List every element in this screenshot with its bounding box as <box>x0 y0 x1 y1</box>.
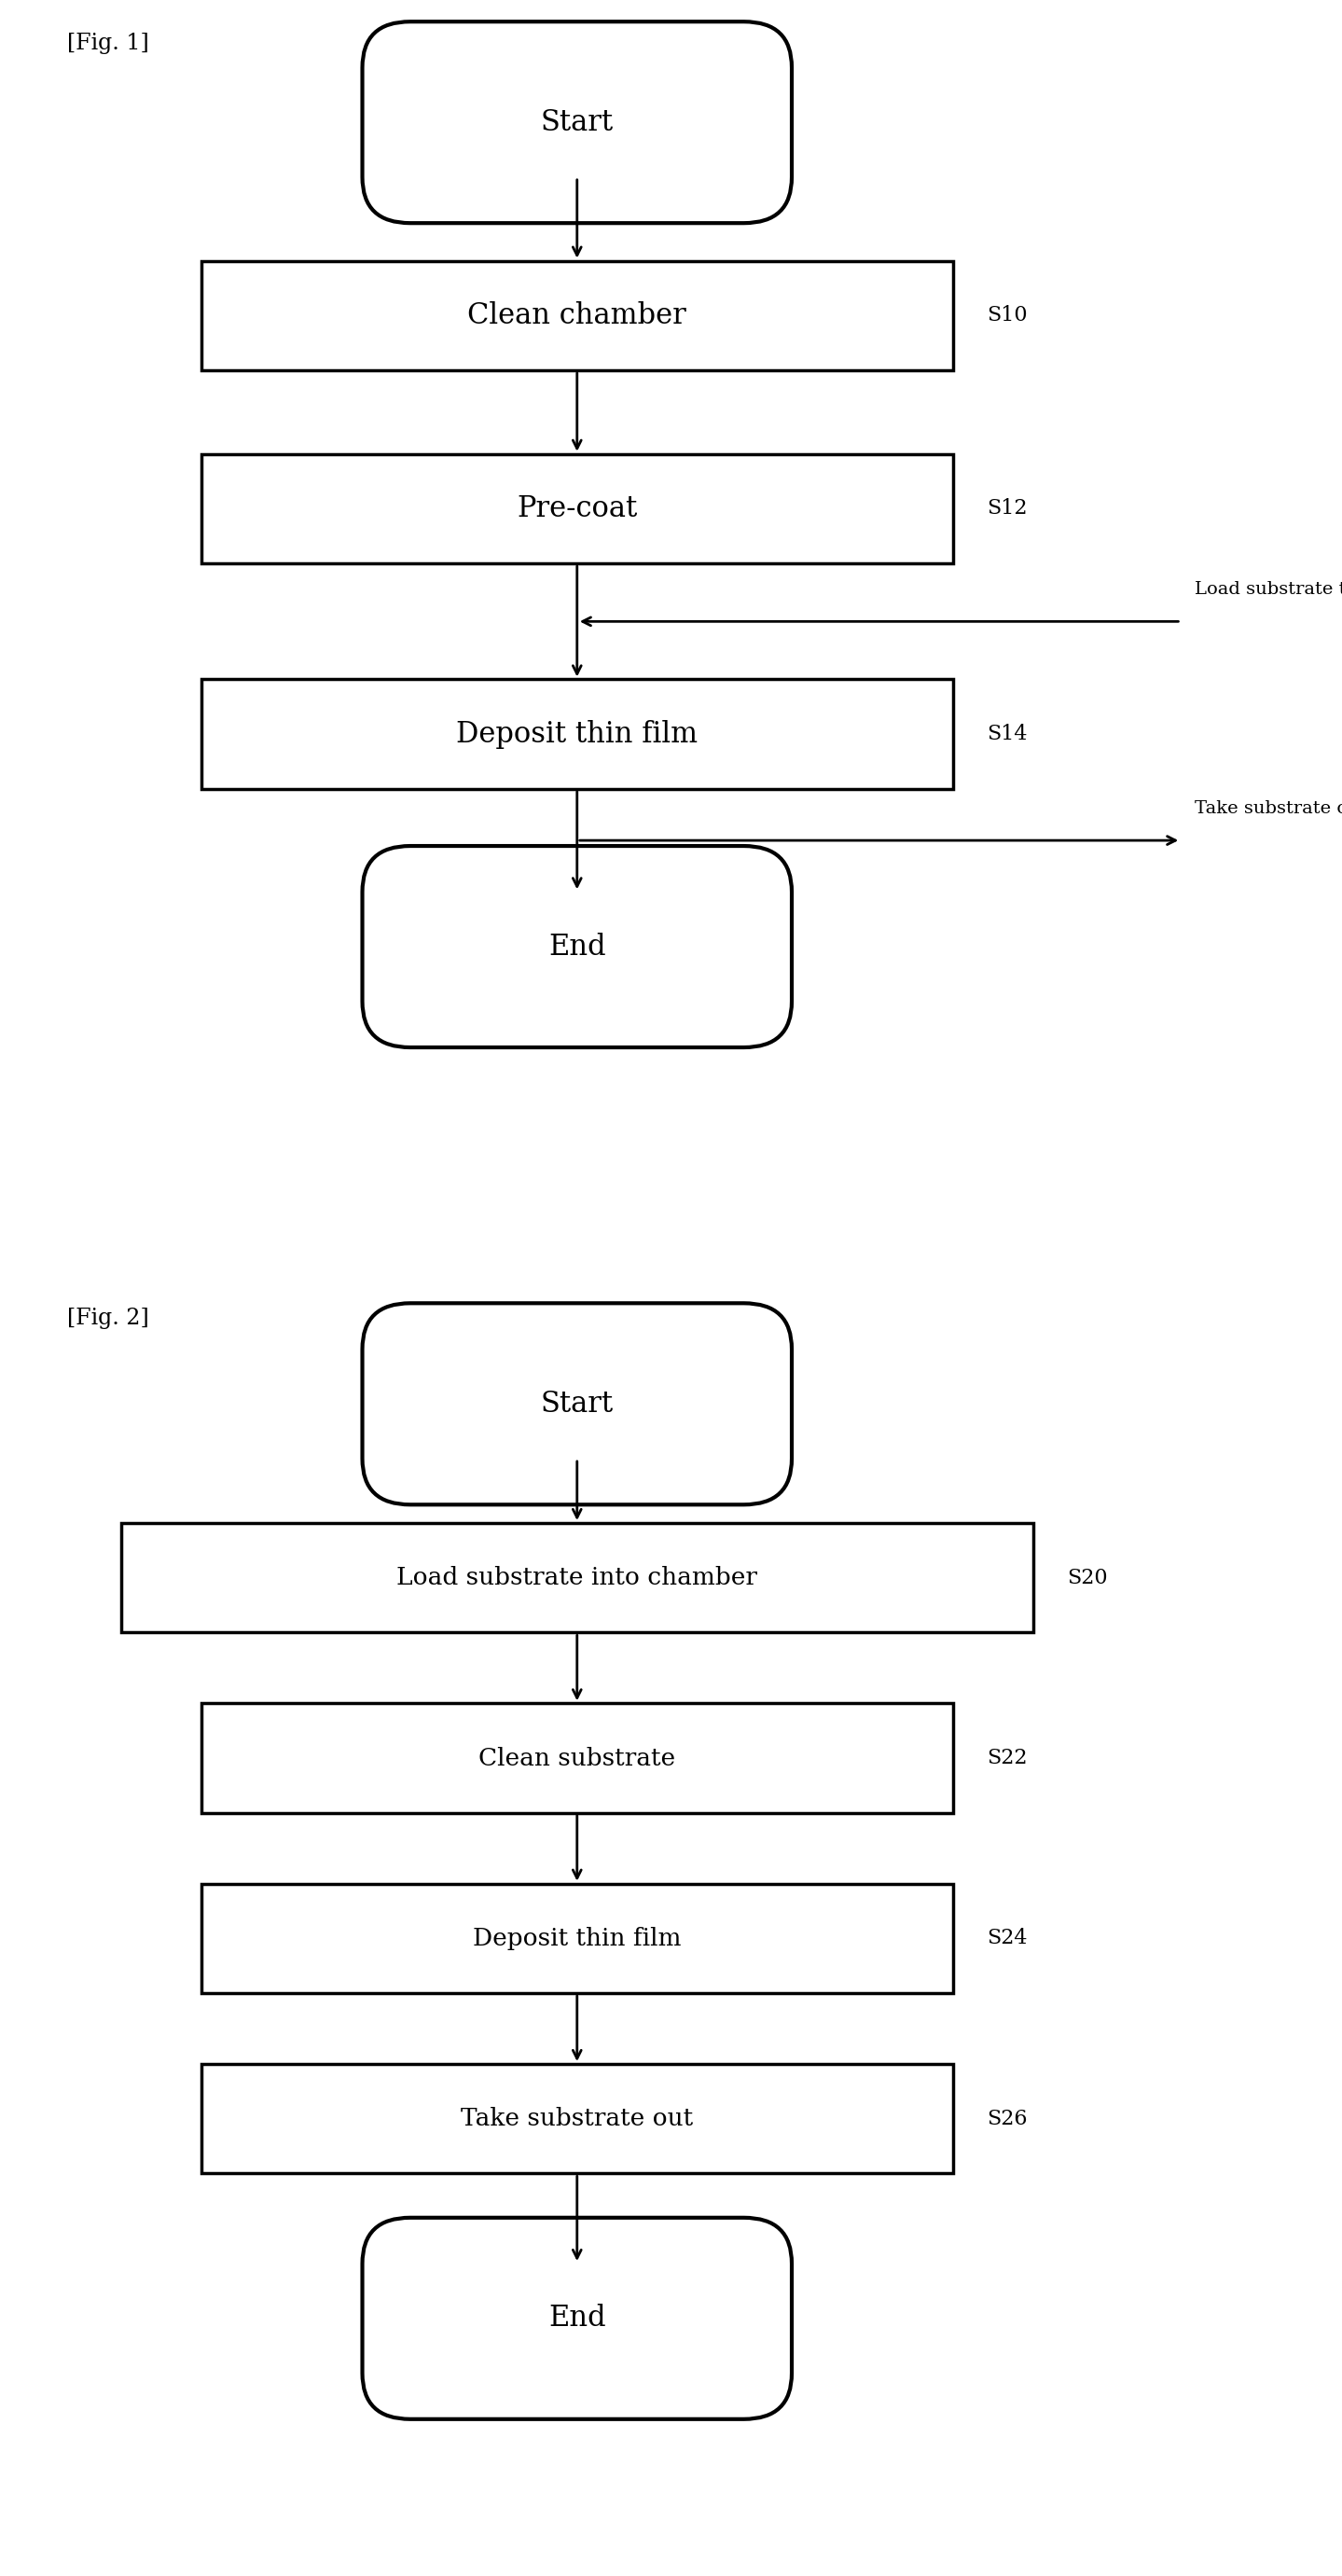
Text: Load substrate thereinto: Load substrate thereinto <box>1194 582 1342 598</box>
FancyBboxPatch shape <box>362 21 792 224</box>
Bar <box>201 1883 953 1994</box>
Text: Load substrate into chamber: Load substrate into chamber <box>397 1566 757 1589</box>
Text: S26: S26 <box>986 2110 1027 2128</box>
Text: S20: S20 <box>1067 1569 1107 1587</box>
Text: Start: Start <box>541 108 613 137</box>
FancyBboxPatch shape <box>362 2218 792 2419</box>
Text: [Fig. 2]: [Fig. 2] <box>67 1309 149 1329</box>
Bar <box>201 260 953 371</box>
Text: [Fig. 1]: [Fig. 1] <box>67 33 149 54</box>
Text: Start: Start <box>541 1388 613 1419</box>
Text: S12: S12 <box>986 500 1027 518</box>
FancyBboxPatch shape <box>362 845 792 1048</box>
Text: Take substrate out: Take substrate out <box>460 2107 694 2130</box>
Text: S24: S24 <box>986 1929 1027 1947</box>
Bar <box>201 1703 953 1814</box>
Bar <box>201 453 953 564</box>
Text: Pre-coat: Pre-coat <box>517 495 637 523</box>
Text: S22: S22 <box>986 1749 1027 1767</box>
Bar <box>201 2063 953 2174</box>
Text: S10: S10 <box>986 307 1027 325</box>
Text: End: End <box>549 2303 605 2334</box>
Text: Clean chamber: Clean chamber <box>467 301 687 330</box>
FancyBboxPatch shape <box>362 1303 792 1504</box>
Bar <box>121 1522 1033 1633</box>
Text: End: End <box>549 933 605 961</box>
Text: Deposit thin film: Deposit thin film <box>472 1927 682 1950</box>
Text: Deposit thin film: Deposit thin film <box>456 719 698 750</box>
Text: S14: S14 <box>986 724 1027 744</box>
Text: Clean substrate: Clean substrate <box>479 1747 675 1770</box>
Text: Take substrate out: Take substrate out <box>1194 801 1342 817</box>
Bar <box>201 680 953 788</box>
